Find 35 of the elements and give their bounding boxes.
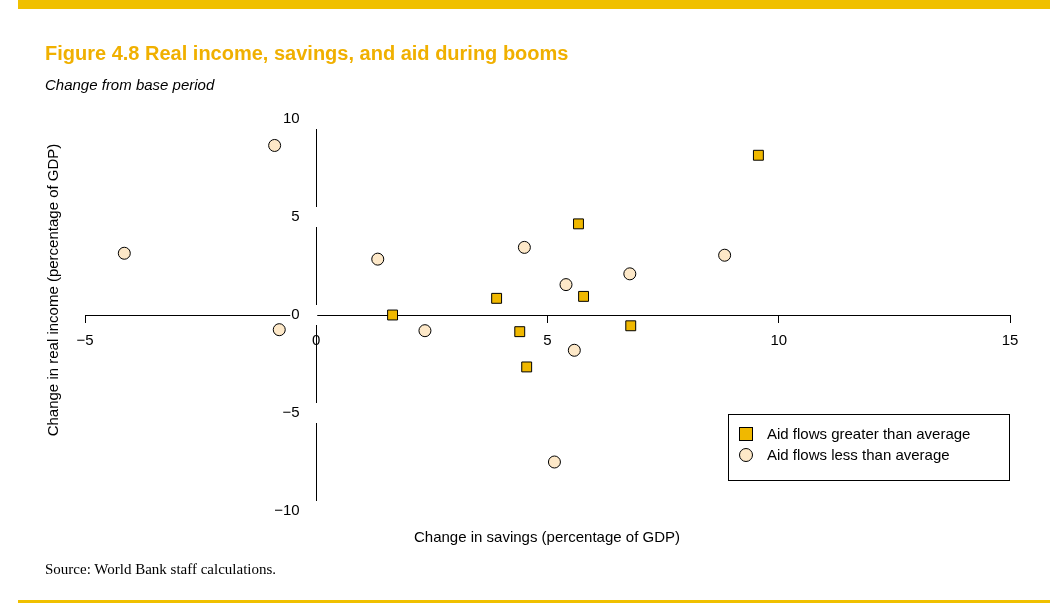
point: [418, 324, 432, 338]
point: [371, 252, 385, 266]
x-axis-title: Change in savings (percentage of GDP): [414, 528, 680, 545]
y-tick-label: −10: [274, 501, 317, 519]
point: [752, 149, 764, 161]
legend-label: Aid flows greater than average: [767, 425, 971, 442]
point: [559, 278, 573, 292]
y-tick-label: 0: [291, 305, 317, 323]
y-tick-label: 5: [291, 207, 317, 225]
chart-title: Figure 4.8 Real income, savings, and aid during booms: [45, 42, 569, 65]
point: [517, 240, 531, 254]
point: [272, 323, 286, 337]
y-axis-title: Change in real income (percentage of GDP): [43, 143, 61, 437]
point: [491, 292, 503, 304]
point: [718, 248, 732, 262]
point: [117, 246, 131, 260]
x-tick-label: 15: [1001, 331, 1019, 349]
point: [625, 320, 637, 332]
point: [578, 290, 590, 302]
point: [514, 326, 526, 338]
source-note: Source: World Bank staff calculations.: [45, 561, 277, 578]
point: [268, 138, 282, 152]
point: [573, 218, 584, 230]
chart-subtitle: Change from base period: [45, 76, 215, 93]
point: [623, 267, 637, 281]
point: [547, 455, 561, 469]
x-tick-label: 10: [770, 331, 788, 349]
point: [387, 309, 399, 321]
point: [567, 343, 581, 357]
point: [521, 361, 533, 373]
legend-label: Aid flows less than average: [767, 446, 950, 463]
x-tick-label: −5: [76, 331, 94, 349]
x-tick-label: 5: [543, 331, 552, 349]
y-tick-label: 10: [282, 109, 317, 127]
y-tick-label: −5: [282, 403, 317, 421]
